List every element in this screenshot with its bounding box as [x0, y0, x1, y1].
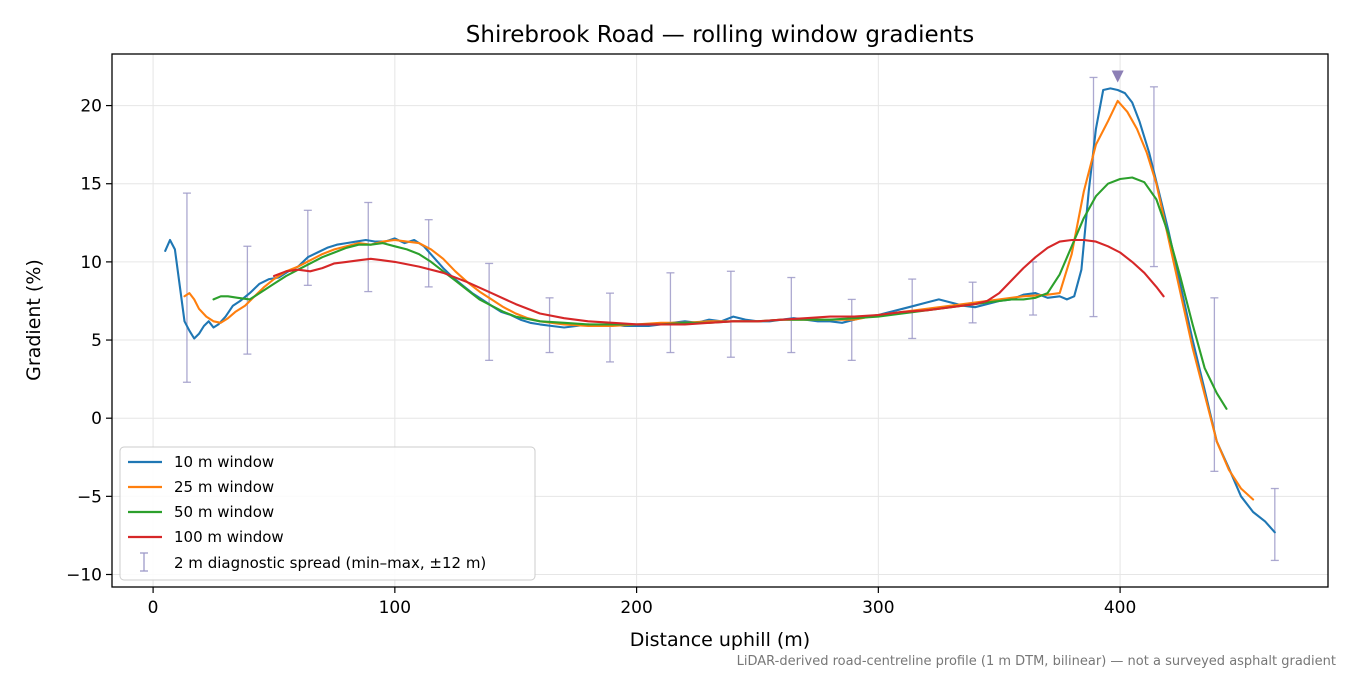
legend-label-50m: 50 m window [174, 503, 274, 521]
legend-label-errorbar: 2 m diagnostic spread (min–max, ±12 m) [174, 554, 486, 572]
y-axis-label: Gradient (%) [23, 259, 45, 381]
legend-box [119, 446, 536, 581]
y-tick-label: 5 [91, 331, 102, 351]
legend: 10 m window 25 m window 50 m window 100 … [119, 446, 536, 581]
legend-label-25m: 25 m window [174, 478, 274, 496]
y-tick-label: 10 [80, 253, 102, 273]
y-tick-label: 0 [91, 409, 102, 429]
x-tick-label: 100 [379, 598, 411, 618]
series-line-25m [183, 99, 1255, 501]
x-tick-label: 0 [148, 598, 159, 618]
chart-title: Shirebrook Road — rolling window gradien… [466, 22, 974, 48]
y-tick-label: −5 [77, 487, 102, 507]
x-tick-label: 300 [862, 598, 894, 618]
x-axis-label: Distance uphill (m) [630, 629, 810, 651]
x-tick-label: 400 [1104, 598, 1136, 618]
peak-marker-group [1111, 70, 1124, 83]
legend-label-100m: 100 m window [174, 528, 284, 546]
axis-ticks: 0 100 200 300 400 −10 −5 0 5 10 15 20 [66, 97, 1136, 618]
series-line-50m [212, 176, 1228, 410]
y-tick-label: 20 [80, 97, 102, 117]
y-tick-label: 15 [80, 175, 102, 195]
legend-label-10m: 10 m window [174, 453, 274, 471]
errorbar-group [182, 76, 1279, 562]
series-lines [164, 87, 1276, 534]
grid [112, 54, 1328, 587]
x-tick-label: 200 [620, 598, 652, 618]
footnote: LiDAR-derived road-centreline profile (1… [737, 654, 1336, 669]
peak-marker [1111, 70, 1124, 83]
plot-frame [111, 53, 1329, 588]
legend-swatch-errorbar [140, 552, 148, 572]
series-line-100m [272, 238, 1165, 326]
y-tick-label: −10 [66, 565, 102, 585]
